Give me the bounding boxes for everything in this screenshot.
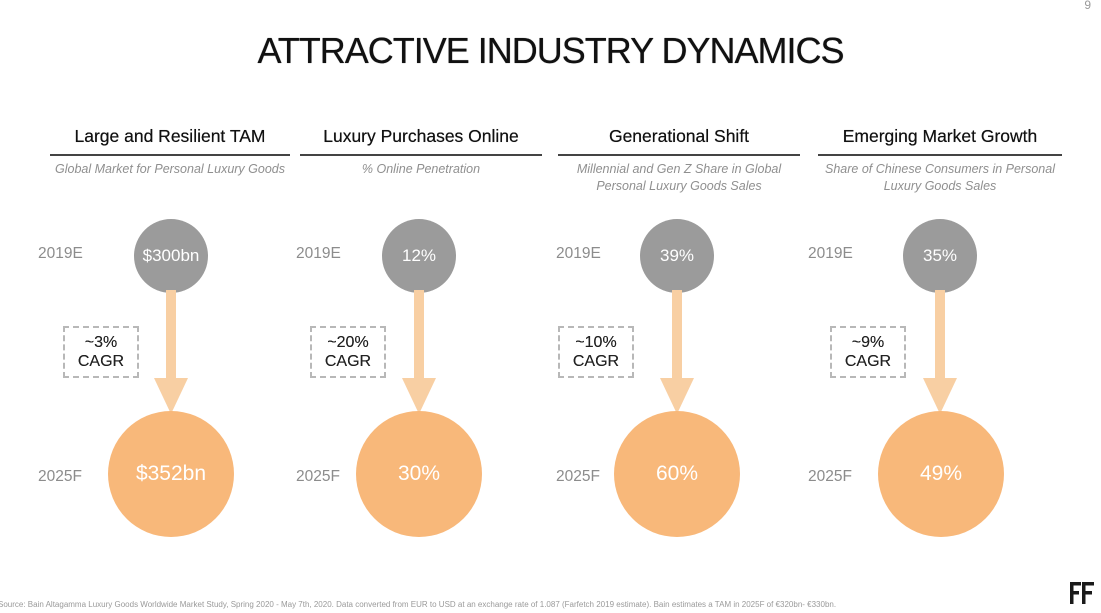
value-circle-top: 12%: [382, 219, 456, 293]
value-top: 35%: [922, 246, 958, 265]
year-label-top: 2019E: [556, 245, 601, 262]
year-label-bottom: 2025F: [38, 468, 82, 485]
value-top: $300bn: [142, 246, 200, 265]
page-number: 9: [1084, 0, 1091, 12]
column-divider: [50, 154, 290, 156]
value-circle-top: $300bn: [134, 219, 208, 293]
cagr-value: ~9%: [851, 334, 885, 351]
column-title: Large and Resilient TAM: [74, 126, 266, 146]
cagr-label: CAGR: [572, 353, 620, 370]
slide-title: ATTRACTIVE INDUSTRY DYNAMICS: [257, 30, 844, 71]
column-title: Generational Shift: [608, 126, 750, 146]
year-label-top: 2019E: [38, 245, 83, 262]
column-title: Emerging Market Growth: [842, 126, 1038, 146]
year-label-top: 2019E: [808, 245, 853, 262]
column-emerging: Emerging Market Growth Share of Chinese …: [808, 0, 1062, 613]
value-bottom: 49%: [919, 462, 963, 485]
cagr-box: ~10% CAGR: [558, 326, 634, 378]
value-bottom: 60%: [655, 462, 699, 485]
column-divider: [818, 154, 1062, 156]
year-label-bottom: 2025F: [296, 468, 340, 485]
value-bottom: $352bn: [135, 462, 207, 485]
column-online: Luxury Purchases Online % Online Penetra…: [296, 0, 542, 613]
source-footnote: Source: Bain Altagamma Luxury Goods Worl…: [0, 600, 837, 609]
column-divider: [300, 154, 542, 156]
cagr-value: ~3%: [84, 334, 118, 351]
column-subtitle: % Online Penetration: [361, 162, 481, 176]
value-top: 39%: [659, 246, 695, 265]
column-subtitle: Global Market for Personal Luxury Goods: [55, 162, 285, 176]
value-bottom: 30%: [397, 462, 441, 485]
value-circle-top: 35%: [903, 219, 977, 293]
value-circle-top: 39%: [640, 219, 714, 293]
cagr-box: ~20% CAGR: [310, 326, 386, 378]
year-label-bottom: 2025F: [556, 468, 600, 485]
value-circle-bottom: 60%: [614, 411, 740, 537]
cagr-box: ~3% CAGR: [63, 326, 139, 378]
cagr-label: CAGR: [844, 353, 892, 370]
cagr-label: CAGR: [77, 353, 125, 370]
cagr-value: ~10%: [575, 334, 617, 351]
value-circle-bottom: 30%: [356, 411, 482, 537]
cagr-label: CAGR: [324, 353, 372, 370]
column-generational: Generational Shift Millennial and Gen Z …: [556, 0, 800, 613]
year-label-bottom: 2025F: [808, 468, 852, 485]
value-top: 12%: [401, 246, 437, 265]
down-arrow-icon: [660, 290, 694, 414]
farfetch-logo-icon: [1070, 582, 1094, 604]
cagr-value: ~20%: [327, 334, 369, 351]
column-subtitle: Share of Chinese Consumers in Personal L…: [825, 162, 1055, 193]
year-label-top: 2019E: [296, 245, 341, 262]
column-title: Luxury Purchases Online: [323, 126, 519, 146]
value-circle-bottom: $352bn: [108, 411, 234, 537]
down-arrow-icon: [402, 290, 436, 414]
column-subtitle: Millennial and Gen Z Share in Global Per…: [576, 162, 782, 193]
value-circle-bottom: 49%: [878, 411, 1004, 537]
cagr-box: ~9% CAGR: [830, 326, 906, 378]
column-divider: [558, 154, 800, 156]
down-arrow-icon: [923, 290, 957, 414]
down-arrow-icon: [154, 290, 188, 414]
column-tam: Large and Resilient TAM Global Market fo…: [38, 0, 290, 613]
